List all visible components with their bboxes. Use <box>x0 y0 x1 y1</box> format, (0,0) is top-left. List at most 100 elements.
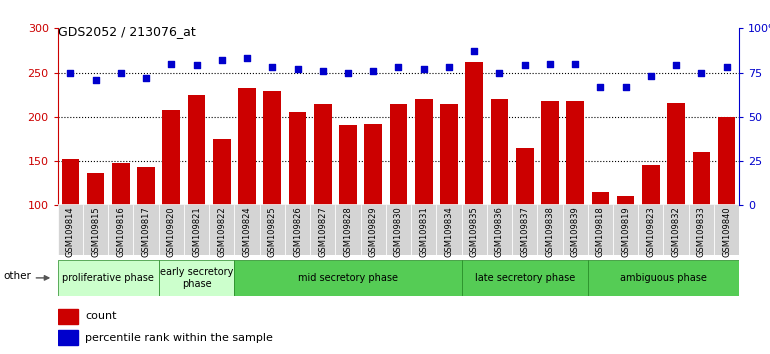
Bar <box>339 125 357 205</box>
Bar <box>364 124 382 205</box>
Bar <box>213 139 231 205</box>
Bar <box>537 204 563 255</box>
Bar <box>714 204 739 255</box>
Point <box>392 64 404 70</box>
Bar <box>617 196 634 205</box>
Bar <box>62 159 79 205</box>
Bar <box>285 204 310 255</box>
Point <box>140 75 152 81</box>
Point <box>190 63 203 68</box>
Text: GSM109839: GSM109839 <box>571 206 580 257</box>
Bar <box>162 110 180 205</box>
Bar <box>638 204 664 255</box>
Bar <box>289 112 306 205</box>
Bar <box>591 192 609 205</box>
Point <box>342 70 354 75</box>
Text: GSM109822: GSM109822 <box>217 206 226 257</box>
Text: GSM109832: GSM109832 <box>671 206 681 257</box>
Text: GSM109821: GSM109821 <box>192 206 201 257</box>
Bar <box>234 204 259 255</box>
Text: percentile rank within the sample: percentile rank within the sample <box>85 332 273 343</box>
Point <box>64 70 76 75</box>
Point <box>241 56 253 61</box>
Bar <box>437 204 461 255</box>
Text: GDS2052 / 213076_at: GDS2052 / 213076_at <box>58 25 196 38</box>
Text: GSM109817: GSM109817 <box>142 206 151 257</box>
Text: mid secretory phase: mid secretory phase <box>298 273 398 283</box>
Bar <box>209 204 234 255</box>
Bar <box>411 204 437 255</box>
Text: GSM109816: GSM109816 <box>116 206 126 257</box>
Text: GSM109833: GSM109833 <box>697 206 706 257</box>
Text: GSM109834: GSM109834 <box>444 206 454 257</box>
Text: GSM109823: GSM109823 <box>646 206 655 257</box>
Bar <box>87 172 105 205</box>
Point <box>494 70 506 75</box>
Point <box>316 68 329 74</box>
Point <box>721 64 733 70</box>
Point <box>619 84 631 90</box>
Bar <box>588 204 613 255</box>
Point <box>417 66 430 72</box>
Point <box>266 64 279 70</box>
Bar <box>440 104 458 205</box>
Bar <box>386 204 411 255</box>
Bar <box>688 204 714 255</box>
Text: GSM109820: GSM109820 <box>167 206 176 257</box>
Bar <box>83 204 109 255</box>
Text: other: other <box>3 271 31 281</box>
Bar <box>692 152 710 205</box>
Point <box>695 70 708 75</box>
Bar <box>642 165 660 205</box>
Point <box>468 48 480 54</box>
Bar <box>58 204 83 255</box>
Point <box>569 61 581 67</box>
Bar <box>390 104 407 205</box>
Bar <box>58 260 159 296</box>
Bar <box>718 117 735 205</box>
Bar <box>668 103 685 205</box>
Text: GSM109824: GSM109824 <box>243 206 252 257</box>
Bar <box>109 204 133 255</box>
Bar <box>465 62 483 205</box>
Bar <box>516 148 534 205</box>
Text: GSM109838: GSM109838 <box>545 206 554 257</box>
Bar <box>310 204 336 255</box>
Bar <box>613 204 638 255</box>
Text: GSM109827: GSM109827 <box>318 206 327 257</box>
Bar <box>314 104 332 205</box>
Bar <box>159 204 184 255</box>
Text: GSM109818: GSM109818 <box>596 206 605 257</box>
Bar <box>360 204 386 255</box>
Text: GSM109840: GSM109840 <box>722 206 731 257</box>
Text: GSM109830: GSM109830 <box>394 206 403 257</box>
Text: count: count <box>85 311 116 321</box>
Point <box>670 63 682 68</box>
Text: GSM109837: GSM109837 <box>521 206 529 257</box>
Bar <box>512 204 537 255</box>
Text: early secretory
phase: early secretory phase <box>160 267 233 289</box>
Bar <box>112 163 129 205</box>
Point <box>594 84 607 90</box>
Bar <box>188 95 206 205</box>
Text: GSM109835: GSM109835 <box>470 206 479 257</box>
Bar <box>664 204 688 255</box>
Text: ambiguous phase: ambiguous phase <box>620 273 707 283</box>
Bar <box>234 260 461 296</box>
Point <box>544 61 556 67</box>
Point <box>89 77 102 82</box>
Bar <box>58 309 79 324</box>
Text: GSM109825: GSM109825 <box>268 206 276 257</box>
Point <box>291 66 303 72</box>
Bar <box>184 204 209 255</box>
Bar <box>487 204 512 255</box>
Bar <box>259 204 285 255</box>
Text: late secretory phase: late secretory phase <box>474 273 574 283</box>
Text: GSM109819: GSM109819 <box>621 206 630 257</box>
Bar <box>461 204 487 255</box>
Text: GSM109829: GSM109829 <box>369 206 378 257</box>
Bar <box>238 88 256 205</box>
Text: GSM109815: GSM109815 <box>91 206 100 257</box>
Bar <box>541 101 559 205</box>
Text: GSM109828: GSM109828 <box>343 206 353 257</box>
